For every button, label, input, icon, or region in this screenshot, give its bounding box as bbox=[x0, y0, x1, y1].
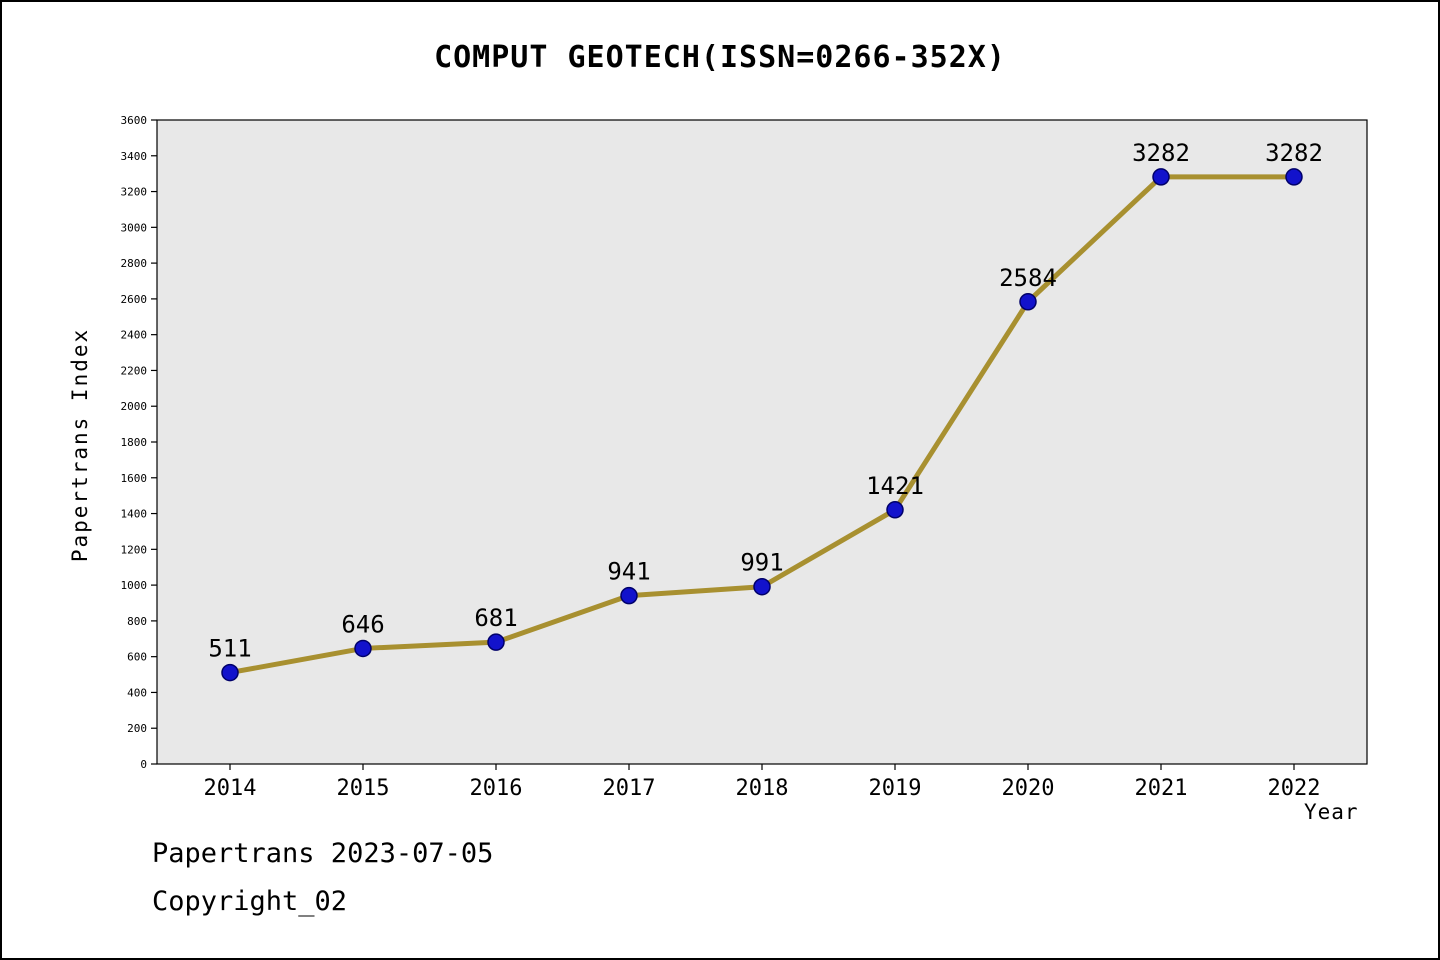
footer-source-date: Papertrans 2023-07-05 bbox=[152, 838, 494, 869]
y-tick-label: 0 bbox=[140, 758, 147, 771]
data-point bbox=[221, 663, 239, 682]
x-tick-label: 2019 bbox=[869, 776, 922, 801]
x-tick-label: 2017 bbox=[603, 776, 656, 801]
data-point-label: 1421 bbox=[866, 472, 924, 500]
data-point bbox=[354, 639, 372, 658]
data-point-label: 3282 bbox=[1265, 139, 1323, 167]
chart-title: COMPUT GEOTECH(ISSN=0266-352X) bbox=[434, 40, 1006, 75]
y-tick-label: 400 bbox=[127, 686, 147, 699]
y-tick-label: 2400 bbox=[121, 329, 148, 342]
y-tick-label: 1200 bbox=[121, 543, 148, 556]
data-point bbox=[487, 633, 505, 651]
y-tick-label: 2000 bbox=[121, 400, 148, 413]
data-point bbox=[753, 577, 771, 596]
data-point-label: 511 bbox=[208, 635, 251, 663]
x-tick-label: 2016 bbox=[470, 776, 523, 801]
y-tick-label: 1400 bbox=[121, 508, 148, 521]
y-tick-label: 3200 bbox=[121, 186, 148, 199]
x-tick-label: 2022 bbox=[1268, 776, 1321, 801]
y-tick-label: 3000 bbox=[121, 221, 148, 234]
y-tick-label: 200 bbox=[127, 722, 147, 735]
y-tick-label: 3400 bbox=[121, 150, 148, 163]
plot-area bbox=[156, 119, 1368, 765]
x-tick-label: 2020 bbox=[1002, 776, 1055, 801]
x-tick-label: 2014 bbox=[204, 776, 257, 801]
data-point-label: 941 bbox=[607, 558, 650, 586]
x-tick-label: 2015 bbox=[337, 776, 390, 801]
data-point bbox=[620, 586, 638, 605]
data-point bbox=[1019, 293, 1037, 311]
data-point bbox=[1285, 168, 1303, 186]
data-point-label: 2584 bbox=[999, 264, 1057, 292]
data-point-label: 3282 bbox=[1132, 139, 1190, 167]
data-point-label: 646 bbox=[341, 610, 384, 638]
x-axis-label: Year bbox=[1304, 800, 1359, 824]
data-point-label: 681 bbox=[474, 604, 517, 632]
y-tick-label: 1000 bbox=[121, 579, 148, 592]
footer-copyright: Copyright_02 bbox=[152, 886, 348, 917]
y-tick-label: 1800 bbox=[121, 436, 148, 449]
y-tick-label: 1600 bbox=[121, 472, 148, 485]
y-tick-label: 3600 bbox=[121, 114, 148, 127]
data-point bbox=[1152, 168, 1170, 186]
y-tick-label: 2600 bbox=[121, 293, 148, 306]
x-tick-label: 2018 bbox=[736, 776, 789, 801]
y-tick-label: 2800 bbox=[121, 257, 148, 270]
data-point bbox=[886, 501, 904, 519]
y-tick-label: 600 bbox=[127, 651, 147, 664]
data-point-label: 991 bbox=[740, 549, 783, 577]
y-tick-label: 800 bbox=[127, 615, 147, 628]
y-tick-label: 2200 bbox=[121, 364, 148, 377]
x-tick-label: 2021 bbox=[1135, 776, 1188, 801]
